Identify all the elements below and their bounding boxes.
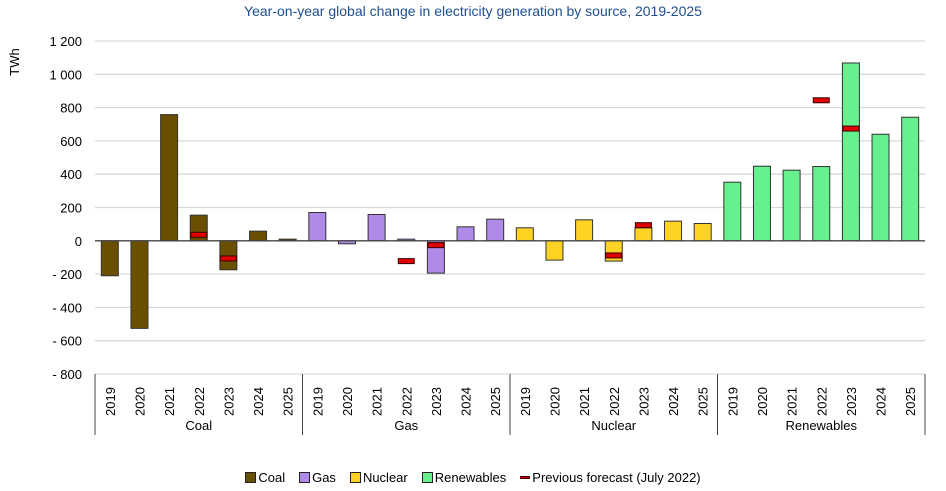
- forecast-markers: [190, 97, 860, 265]
- y-tick-label: - 400: [52, 300, 82, 315]
- chart-title: Year-on-year global change in electricit…: [244, 3, 702, 19]
- legend-item-gas: Gas: [299, 470, 336, 485]
- forecast-marker-renewables-2022: [812, 97, 830, 104]
- legend-swatch-icon: [421, 472, 433, 483]
- y-tick-label: 200: [60, 201, 82, 216]
- legend-item-previous: Previous forecast (July 2022): [520, 470, 701, 485]
- legend-swatch-icon: [245, 472, 257, 483]
- legend-swatch-icon: [349, 472, 361, 483]
- x-tick-label-year: 2019: [725, 387, 740, 416]
- legend-dash-icon: [520, 476, 531, 479]
- x-tick-label-year: 2022: [399, 387, 414, 416]
- bar-coal-2019: [100, 240, 119, 277]
- x-tick-label-year: 2022: [814, 387, 829, 416]
- bar-coal-2021: [160, 114, 179, 242]
- forecast-marker-coal-2022: [190, 231, 208, 238]
- y-axis-ticks: 1 200 1 000 800 600 400 200 0 - 200 - 400 - 600 - …: [49, 34, 82, 382]
- x-group-label: Renewables: [785, 418, 857, 433]
- x-tick-label-year: 2024: [251, 387, 266, 416]
- x-tick-label-year: 2023: [429, 387, 444, 416]
- x-tick-label-year: 2020: [340, 387, 355, 416]
- legend-label: Previous forecast (July 2022): [532, 470, 701, 485]
- x-tick-label-year: 2025: [903, 387, 918, 416]
- x-tick-label-year: 2023: [221, 387, 236, 416]
- x-tick-label-year: 2025: [696, 387, 711, 416]
- y-tick-label: 1 200: [49, 34, 82, 49]
- x-tick-label-year: 2024: [874, 387, 889, 416]
- y-tick-label: 600: [60, 134, 82, 149]
- bar-renewables-2021: [782, 169, 801, 242]
- bar-renewables-2024: [871, 133, 890, 242]
- x-tick-label-year: 2021: [162, 387, 177, 416]
- bar-nuclear-2023: [634, 227, 653, 242]
- bar-nuclear-2019: [515, 227, 534, 242]
- legend-item-coal: Coal: [245, 470, 285, 485]
- forecast-marker-gas-2022: [397, 258, 415, 265]
- forecast-marker-nuclear-2023: [634, 222, 652, 229]
- y-tick-label: - 800: [52, 367, 82, 382]
- x-tick-label-year: 2021: [577, 387, 592, 416]
- x-tick-label-year: 2022: [607, 387, 622, 416]
- bar-coal-2023: [219, 240, 238, 271]
- x-tick-label-year: 2025: [488, 387, 503, 416]
- x-tick-label-year: 2019: [310, 387, 325, 416]
- bar-nuclear-2025: [693, 222, 712, 242]
- legend-label: Gas: [312, 470, 336, 485]
- x-tick-label-year: 2020: [755, 387, 770, 416]
- x-tick-label-year: 2024: [666, 387, 681, 416]
- x-axis-labels: 2019 2020 2021 2022 2023 2024 2025 Coal 2019 2020…: [103, 387, 918, 433]
- x-tick-label-year: 2025: [281, 387, 296, 416]
- bars: [100, 62, 920, 329]
- x-group-label: Coal: [185, 418, 212, 433]
- x-group-label: Gas: [394, 418, 418, 433]
- bar-gas-2024: [456, 226, 475, 242]
- y-tick-label: - 600: [52, 334, 82, 349]
- x-tick-label-year: 2020: [132, 387, 147, 416]
- bar-gas-2025: [486, 218, 505, 242]
- bar-gas-2021: [367, 213, 386, 242]
- bar-renewables-2020: [752, 165, 771, 242]
- bar-renewables-2022: [812, 166, 831, 242]
- y-tick-label: 400: [60, 167, 82, 182]
- legend-item-nuclear: Nuclear: [349, 470, 408, 485]
- bar-nuclear-2021: [575, 219, 594, 242]
- x-tick-label-year: 2021: [370, 387, 385, 416]
- y-axis-label: TWh: [7, 48, 22, 75]
- legend-label: Nuclear: [362, 470, 408, 485]
- bar-renewables-2019: [723, 181, 742, 242]
- x-tick-label-year: 2021: [785, 387, 800, 416]
- forecast-marker-gas-2023: [427, 242, 445, 249]
- axes: [94, 240, 926, 435]
- bar-nuclear-2020: [545, 240, 564, 261]
- x-group-label: Nuclear: [591, 418, 636, 433]
- bar-renewables-2025: [901, 116, 920, 242]
- bar-gas-2019: [308, 211, 327, 242]
- y-tick-label: - 200: [52, 267, 82, 282]
- legend-swatch-icon: [299, 472, 311, 483]
- y-tick-label: 800: [60, 101, 82, 116]
- bar-renewables-2023: [841, 62, 860, 242]
- x-tick-label-year: 2019: [103, 387, 118, 416]
- bar-coal-2024: [249, 230, 268, 242]
- legend-label: Coal: [258, 470, 286, 485]
- x-tick-label-year: 2022: [192, 387, 207, 416]
- forecast-marker-nuclear-2022: [605, 252, 623, 259]
- bar-coal-2020: [130, 240, 149, 329]
- x-tick-label-year: 2023: [636, 387, 651, 416]
- bar-nuclear-2024: [664, 220, 683, 242]
- legend: Coal Gas Nuclear Renewables Previous forecas…: [0, 470, 946, 485]
- y-tick-label: 1 000: [49, 67, 82, 82]
- forecast-marker-renewables-2023: [842, 125, 860, 132]
- forecast-marker-coal-2023: [219, 255, 237, 262]
- y-tick-label: 0: [75, 234, 82, 249]
- legend-label: Renewables: [434, 470, 507, 485]
- x-tick-label-year: 2024: [459, 387, 474, 416]
- legend-item-renewables: Renewables: [421, 470, 507, 485]
- x-tick-label-year: 2023: [844, 387, 859, 416]
- x-tick-label-year: 2020: [547, 387, 562, 416]
- x-tick-label-year: 2019: [518, 387, 533, 416]
